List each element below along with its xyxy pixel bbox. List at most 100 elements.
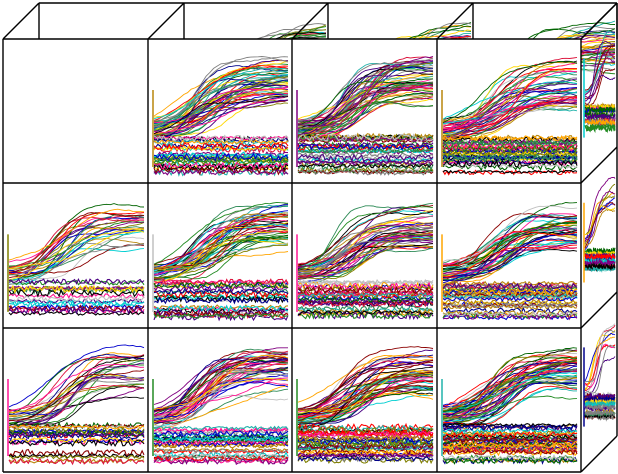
rising-curve [8,354,145,414]
rising-curve [442,226,578,274]
rising-curve [297,92,434,136]
rising-curve [298,366,434,430]
flat-curve [153,277,289,287]
rising-curve [442,87,578,131]
flat-curve [297,292,434,299]
flat-curve [153,458,289,464]
flat-curve [442,312,578,321]
flat-curve [442,443,578,449]
flat-curve [297,452,434,458]
flat-curve [153,168,289,177]
flat-curve [584,118,616,126]
rising-curve [584,204,616,236]
rising-curve [153,83,289,124]
rising-curve [442,81,578,120]
rising-curve [8,375,145,422]
flat-curve [584,403,616,411]
rising-curve [297,376,434,418]
rising-curve [153,394,289,427]
flat-curve [153,312,289,320]
rising-curve [442,361,578,418]
rising-curve [584,176,616,243]
rising-curve [153,75,289,126]
rising-curve [8,354,145,413]
rising-curve [584,336,616,391]
rising-curve [297,236,434,280]
flat-curve [8,454,145,460]
depth-line [580,2,618,40]
rising-curve [153,347,288,410]
rising-curve [442,375,578,419]
flat-curve [442,431,578,440]
flat-curve [153,134,289,142]
rising-curve [442,67,578,131]
rising-curve [153,92,289,137]
flat-curve [8,456,145,466]
rising-curve [443,95,578,136]
rising-curve [442,213,578,267]
flat-curve [153,452,289,460]
rising-curve [297,86,434,141]
rising-curve [153,73,289,120]
flat-curve [584,123,616,134]
flat-curve [442,293,578,299]
flat-curve [8,424,145,430]
rising-curve [153,354,289,411]
rising-curve [297,222,434,284]
rising-curve [442,83,578,134]
rising-curve [442,96,578,141]
flat-curve [153,303,289,311]
rising-curve [297,224,434,268]
rising-curve [297,206,434,271]
flat-curve [153,304,289,313]
flat-curve [8,429,145,435]
flat-curve [8,438,145,448]
rising-curve [584,41,616,102]
flat-curve [297,300,434,308]
rising-curve [153,352,289,405]
rising-curve [442,60,578,124]
rising-curve [442,71,577,124]
rising-curve [442,395,578,421]
rising-curve [8,396,145,428]
flat-curve [297,133,434,143]
flat-curve [442,137,578,146]
rising-curve [442,205,578,263]
flat-curve [8,294,145,303]
rising-curve [297,78,434,126]
rising-curve [584,62,616,94]
rising-curve [442,231,578,267]
rising-curve [442,357,578,413]
rising-curve [297,88,434,137]
flat-curve [584,392,616,400]
rising-curve [297,377,434,411]
flat-curve [442,295,578,301]
flat-curve [442,436,578,443]
flat-curve [442,454,578,461]
rising-curve [8,377,145,426]
rising-curve [297,95,434,138]
rising-curve [8,369,145,422]
flat-curve [153,310,289,318]
depth-line [580,291,618,329]
flat-curve [442,298,578,306]
rising-curve [297,72,434,136]
flat-curve [442,427,578,434]
rising-curve [8,217,145,274]
rising-curve [442,233,578,279]
rising-curve [153,96,289,135]
rising-curve [442,349,578,412]
flat-curve [297,168,433,176]
rising-curve [297,247,434,284]
panel-r1-c4 [441,56,578,176]
depth-line [2,2,40,40]
flat-curve [584,117,616,128]
rising-curve [297,215,434,273]
flat-curve [153,142,289,151]
rising-curve [8,353,145,415]
rising-curve [584,330,616,392]
flat-curve [153,436,289,443]
flat-curve [297,285,434,295]
